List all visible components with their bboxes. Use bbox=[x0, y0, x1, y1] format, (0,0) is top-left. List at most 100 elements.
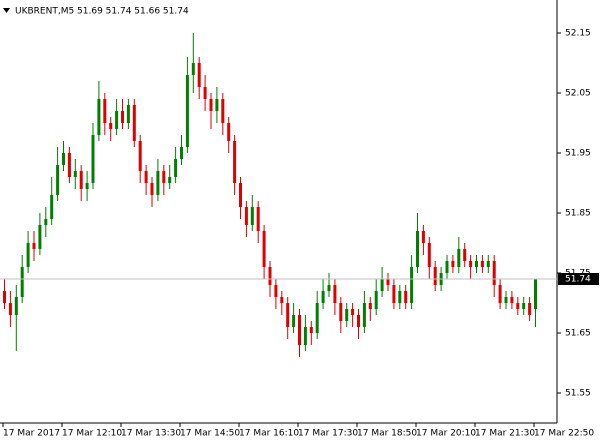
candle-body bbox=[126, 105, 130, 123]
candle-body bbox=[250, 207, 254, 225]
candle-body bbox=[410, 267, 414, 303]
candle-body bbox=[174, 159, 178, 177]
candle-body bbox=[274, 285, 278, 297]
candle-body bbox=[451, 261, 455, 267]
candle-body bbox=[416, 231, 419, 267]
candle-body bbox=[221, 99, 225, 123]
candle-body bbox=[162, 171, 166, 183]
candle-body bbox=[32, 243, 36, 249]
candle-body bbox=[321, 291, 325, 303]
candle-body bbox=[150, 183, 154, 195]
candle-body bbox=[345, 309, 349, 321]
y-tick-label: 51.55 bbox=[565, 389, 591, 399]
candle-body bbox=[463, 249, 467, 261]
candle-body bbox=[421, 231, 425, 243]
candle-body bbox=[504, 297, 508, 303]
candle-body bbox=[516, 303, 520, 309]
candle-body bbox=[256, 207, 260, 231]
candle-body bbox=[38, 225, 42, 249]
candle-body bbox=[14, 297, 18, 315]
candle-body bbox=[180, 147, 183, 159]
x-tick-label: 17 Mar 16:10 bbox=[239, 429, 299, 439]
candle-body bbox=[244, 207, 248, 225]
candle-body bbox=[97, 99, 101, 135]
candle-body bbox=[510, 297, 514, 303]
candle-body bbox=[197, 63, 201, 87]
candle-body bbox=[73, 171, 77, 177]
candle-body bbox=[85, 183, 89, 189]
candle-body bbox=[144, 171, 148, 183]
x-tick-label: 17 Mar 21:30 bbox=[475, 429, 535, 439]
candle-body bbox=[109, 123, 113, 129]
candle-body bbox=[115, 111, 119, 129]
candle-body bbox=[327, 285, 331, 291]
candle-body bbox=[56, 165, 60, 195]
candle-body bbox=[339, 303, 343, 321]
candle-body bbox=[368, 303, 372, 309]
candle-body bbox=[62, 153, 65, 165]
candle-body bbox=[103, 99, 107, 123]
y-tick-label: 51.65 bbox=[565, 329, 591, 339]
candle-body bbox=[191, 63, 195, 75]
candle-body bbox=[3, 291, 6, 303]
candle-body bbox=[433, 267, 437, 285]
candle-body bbox=[534, 279, 537, 309]
candle-body bbox=[168, 177, 172, 183]
candle-body bbox=[469, 261, 473, 267]
candle-body bbox=[333, 285, 337, 303]
candle-body bbox=[8, 303, 12, 315]
candle-body bbox=[498, 285, 502, 303]
candle-body bbox=[185, 75, 189, 147]
candle-body bbox=[351, 309, 355, 315]
candle-body bbox=[280, 297, 284, 303]
candle-body bbox=[457, 249, 461, 267]
y-tick-label: 52.05 bbox=[565, 89, 591, 99]
candle-body bbox=[303, 327, 307, 345]
candle-body bbox=[480, 261, 484, 267]
candle-body bbox=[209, 99, 213, 111]
candle-body bbox=[362, 303, 366, 327]
candle-body bbox=[445, 261, 449, 273]
menu-triangle bbox=[3, 8, 10, 13]
candle-body bbox=[286, 303, 290, 327]
x-tick-label: 17 Mar 2017 bbox=[3, 429, 60, 439]
candle-body bbox=[156, 171, 160, 195]
x-tick-label: 17 Mar 20:10 bbox=[416, 429, 476, 439]
candle-body bbox=[292, 315, 296, 327]
candle-body bbox=[475, 261, 478, 267]
candle-body bbox=[227, 123, 231, 141]
candle-body bbox=[91, 135, 95, 183]
candle-body bbox=[398, 291, 402, 303]
candle-body bbox=[522, 303, 526, 309]
y-tick-label: 52.15 bbox=[565, 29, 591, 39]
candle-body bbox=[357, 315, 360, 327]
candle-body bbox=[215, 99, 219, 111]
candle-body bbox=[492, 261, 496, 285]
candle-body bbox=[233, 141, 237, 183]
candle-body bbox=[268, 267, 272, 285]
candle-body bbox=[50, 195, 54, 219]
x-tick-label: 17 Mar 22:50 bbox=[534, 429, 594, 439]
x-tick-label: 17 Mar 13:30 bbox=[121, 429, 181, 439]
chart-title: UKBRENT,M5 51.69 51.74 51.66 51.74 bbox=[15, 7, 189, 17]
candle-body bbox=[374, 291, 378, 309]
x-tick-label: 17 Mar 18:50 bbox=[357, 429, 417, 439]
x-tick-label: 17 Mar 12:10 bbox=[62, 429, 122, 439]
candle-body bbox=[298, 315, 301, 345]
candle-body bbox=[262, 231, 266, 267]
last-price-label: 51.74 bbox=[565, 275, 591, 285]
candle-body bbox=[380, 279, 384, 291]
candle-body bbox=[138, 141, 142, 171]
candle-body bbox=[486, 261, 490, 267]
candle-body bbox=[528, 303, 532, 315]
candle-body bbox=[309, 327, 313, 333]
x-tick-label: 17 Mar 17:30 bbox=[298, 429, 358, 439]
x-tick-label: 17 Mar 14:50 bbox=[180, 429, 240, 439]
candle-body bbox=[44, 219, 48, 225]
candle-body bbox=[79, 171, 83, 189]
candle-body bbox=[203, 87, 207, 99]
y-tick-label: 51.95 bbox=[565, 149, 591, 159]
last-price-box bbox=[558, 273, 599, 285]
